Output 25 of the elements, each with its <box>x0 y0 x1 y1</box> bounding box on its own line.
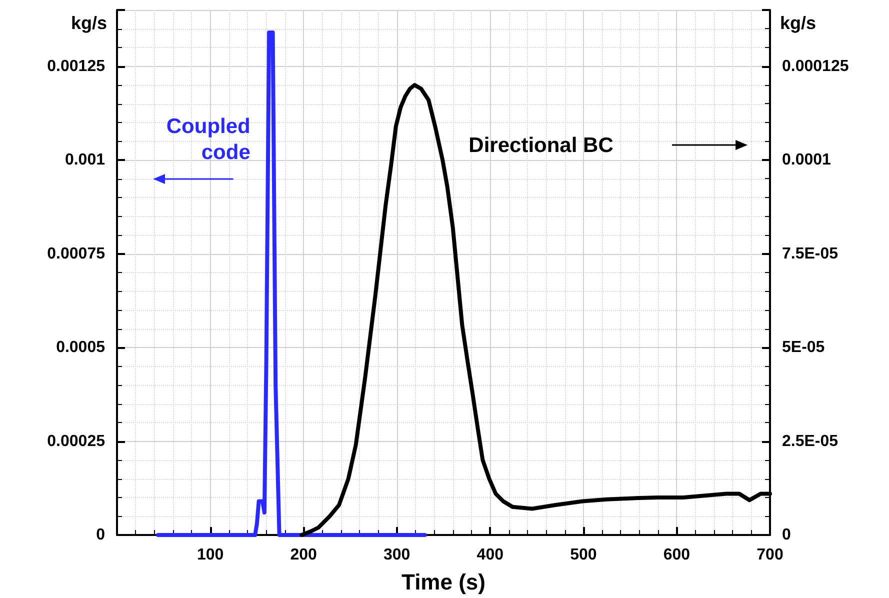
x-tick-label: 400 <box>476 546 504 564</box>
x-tick-label: 300 <box>384 546 410 564</box>
y-axis-title: kg/s <box>70 13 107 33</box>
x-tick-label: 200 <box>290 546 318 564</box>
y-tick-label: 0 <box>96 526 106 544</box>
y2-tick-label: 5E-05 <box>782 339 825 356</box>
line-series <box>156 30 427 537</box>
x-tick-label: 100 <box>196 546 224 564</box>
y2-tick-label: 0.0001 <box>782 152 832 168</box>
y-tick-label: 0.0005 <box>56 339 106 356</box>
series-label: Directional BC <box>468 133 614 159</box>
y-tick-label: 0.00125 <box>47 58 106 75</box>
y2-tick-label: 0.000125 <box>782 58 849 75</box>
y2-tick-label: 0 <box>782 526 791 544</box>
x-axis-title: Time (s) <box>402 570 486 594</box>
y2-axis-title: kg/s <box>780 13 816 33</box>
x-tick-label: 600 <box>663 546 690 564</box>
y2-tick-label: 2.5E-05 <box>782 432 838 450</box>
y2-tick-label: 7.5E-05 <box>782 245 838 262</box>
y-tick-label: 0.00025 <box>47 432 106 450</box>
y-tick-label: 0.00075 <box>47 245 106 262</box>
x-tick-label: 500 <box>570 546 597 564</box>
x-tick-label: 700 <box>756 546 784 564</box>
series-label: Coupled code <box>165 114 250 166</box>
y-tick-label: 0.001 <box>64 152 106 168</box>
